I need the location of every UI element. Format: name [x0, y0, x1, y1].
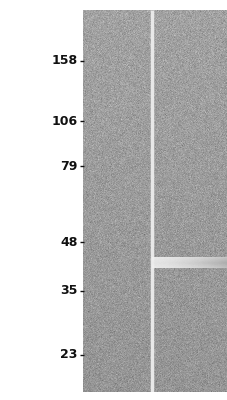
Text: 158: 158 [51, 54, 77, 67]
Text: 35: 35 [60, 284, 77, 297]
Text: 79: 79 [60, 160, 77, 173]
Text: 106: 106 [51, 115, 77, 128]
Text: 48: 48 [60, 236, 77, 249]
Bar [0, 0, 82, 400]
Text: 23: 23 [60, 348, 77, 361]
Bar [83, 10, 227, 392]
Bar [0, 392, 227, 400]
